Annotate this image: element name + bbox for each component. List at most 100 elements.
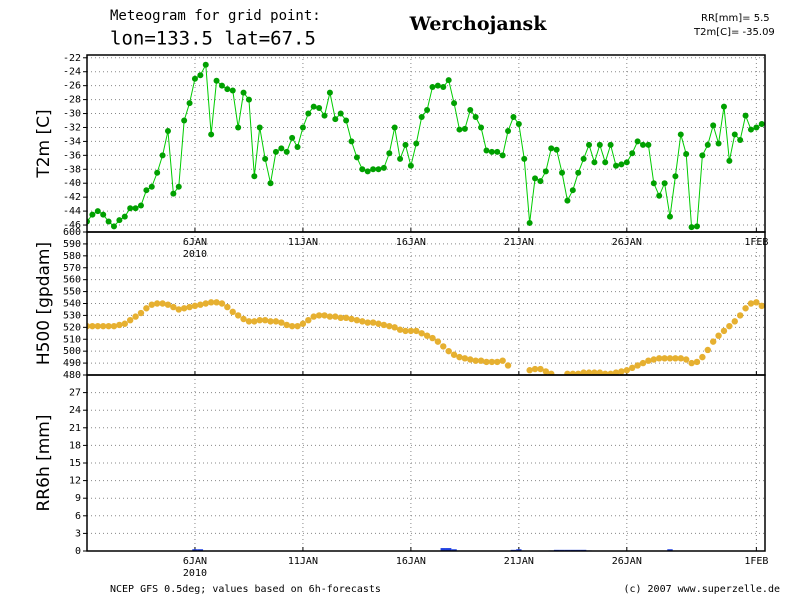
x-tick-label: 1FEB [744,237,768,248]
data-point [602,370,609,375]
x-tick-label: 1FEB [744,556,768,567]
data-point [267,318,274,325]
y-tick-label: 500 [63,346,81,357]
data-point [456,353,463,361]
data-point [202,300,209,307]
data-point [672,355,679,362]
data-point [661,180,668,187]
data-point [655,355,663,362]
data-point [369,319,377,326]
data-point [175,183,182,190]
data-point [413,327,420,335]
data-point [121,320,128,327]
data-point [742,112,749,119]
bar [451,549,457,551]
data-point [683,150,690,157]
data-point [148,301,155,308]
data-point [569,370,577,375]
data-point [407,327,415,335]
data-point [542,168,549,175]
data-point [747,300,755,307]
data-point [586,141,593,148]
data-point [224,86,231,93]
data-point [299,124,306,131]
data-point [418,330,425,337]
data-point [564,370,571,375]
data-point [229,308,236,316]
data-point [326,89,333,96]
data-point [191,302,199,310]
data-point [731,131,738,138]
data-point [645,357,652,364]
data-point [240,315,247,323]
data-point [397,155,404,162]
data-point [715,140,722,147]
data-point [429,84,436,91]
data-point [693,358,701,366]
data-point [299,320,307,327]
data-point [505,127,512,134]
data-point [666,355,674,362]
data-point [650,180,657,187]
data-point [343,117,350,124]
data-point [116,321,123,329]
data-point [699,353,706,361]
y-tick-label: 510 [63,334,81,345]
data-point [521,155,528,162]
data-point [677,355,684,362]
data-point [105,218,112,225]
data-point [332,116,339,123]
data-point [278,319,285,326]
data-point [478,124,485,131]
data-point [391,124,398,131]
y-tick-label: 27 [69,388,81,399]
x-tick-label: 11JAN [288,556,318,567]
y-tick-label: -30 [63,109,81,120]
data-point [488,148,495,155]
y-tick-label: 570 [63,263,81,274]
data-point [396,326,404,333]
data-point [434,338,442,345]
data-point [494,148,501,155]
data-point [127,205,134,212]
data-point [315,312,323,319]
x-tick-label: 11JAN [288,237,318,248]
data-point [548,370,555,375]
data-point [753,124,760,131]
data-point [94,322,101,330]
data-point [159,300,166,307]
data-point [251,318,258,325]
data-point [575,370,582,375]
bar [516,549,522,551]
y-tick-label: 480 [63,370,81,381]
data-point [602,159,609,166]
data-point [488,358,496,366]
y-tick-label: -28 [63,95,81,106]
data-point [294,143,301,150]
data-point [682,356,690,363]
data-point [99,322,107,330]
plot-area [87,299,765,375]
data-point [353,154,360,161]
data-point [267,180,274,187]
data-point [699,152,706,159]
data-point [224,303,231,311]
data-point [569,187,576,194]
panel-border [86,374,766,552]
y-tick-label: -46 [63,220,81,231]
data-point [629,364,636,372]
station-name: Werchojansk [409,13,548,35]
data-point [710,122,717,129]
data-point [272,148,279,155]
data-point [321,112,328,119]
data-point [758,302,765,310]
data-point [261,316,269,324]
data-point [591,159,598,166]
data-point [310,103,317,110]
data-point [235,124,242,131]
data-point [386,150,393,157]
data-point [153,300,161,307]
data-point [337,110,344,117]
